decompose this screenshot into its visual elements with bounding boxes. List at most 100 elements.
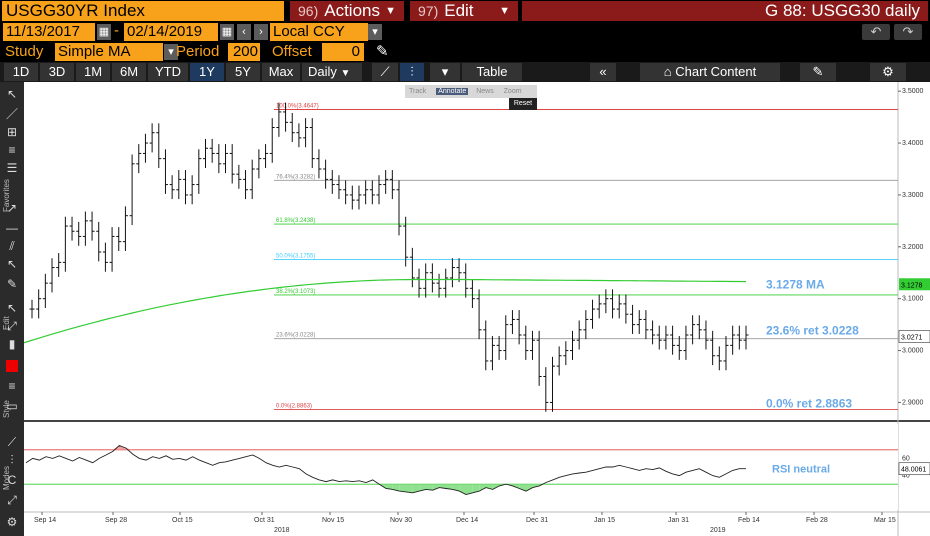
rsi-panel-bg xyxy=(24,424,898,510)
channel-icon[interactable]: ⫽ xyxy=(9,239,15,253)
rsi-oversold-fill xyxy=(466,484,473,495)
fib-label: 76.4%(3.3282) xyxy=(276,174,315,180)
track-tool[interactable]: Track xyxy=(409,88,427,95)
x-tick-label: Feb 28 xyxy=(806,517,828,524)
arrow-tool-icon[interactable]: ↗ xyxy=(6,201,18,215)
mode-icon[interactable]: ⟋ xyxy=(7,435,17,449)
rsi-oversold-fill xyxy=(526,484,533,492)
color-swatch-icon[interactable] xyxy=(4,358,20,374)
rsi-tick-label: 40 xyxy=(902,473,910,480)
ruler-icon[interactable]: ⊞ xyxy=(6,125,18,139)
y-tick-label: 3.2000 xyxy=(902,244,924,251)
fib-label: 61.8%(3.2438) xyxy=(276,218,315,224)
horizontal-line-icon[interactable]: — xyxy=(6,221,18,235)
rsi-oversold-fill xyxy=(472,484,480,493)
move-icon[interactable]: ⤢ xyxy=(7,319,17,333)
date-dash: - xyxy=(114,22,119,39)
edit-chart-icon[interactable]: ✎ xyxy=(800,63,836,81)
pencil-icon[interactable]: ✎ xyxy=(376,43,389,60)
pencil-icon[interactable]: ✎ xyxy=(6,277,18,291)
rsi-line xyxy=(25,444,746,495)
chart-content-button[interactable]: ⌂ Chart Content xyxy=(640,63,780,81)
pointer-icon[interactable]: ↖ xyxy=(6,257,18,271)
caret-down-icon: ▼ xyxy=(385,5,396,17)
rsi-oversold-fill xyxy=(459,484,466,495)
annotate-tool[interactable]: Annotate xyxy=(436,88,469,95)
offset-label: Offset xyxy=(272,43,312,60)
toolbar-tabs: 1D 3D 1M 6M YTD 1Y 5Y Max Daily ▼ ⟋ ⫶ ▾ … xyxy=(0,62,930,82)
trash-icon[interactable]: ▮ xyxy=(8,337,16,351)
candle-mode-icon[interactable]: ⫶ xyxy=(10,453,14,467)
previous-arrow-icon[interactable]: ‹ xyxy=(237,24,251,40)
security-title: G 88: USGG30 daily xyxy=(522,1,928,21)
currency-select[interactable]: Local CCY xyxy=(270,23,368,41)
next-arrow-icon[interactable]: › xyxy=(254,24,268,40)
tab-range-ytd[interactable]: YTD xyxy=(148,63,188,81)
actions-menu-button[interactable]: 96) Actions ▼ xyxy=(290,1,404,21)
calendar-icon[interactable]: ▦ xyxy=(97,24,111,40)
ret236-annotation: 23.6% ret 3.0228 xyxy=(766,324,859,338)
offset-input[interactable]: 0 xyxy=(322,43,364,61)
ticker-field[interactable]: USGG30YR Index xyxy=(2,1,284,21)
line-style-icon[interactable]: ≡ xyxy=(8,379,16,393)
fibonacci-icon[interactable]: ≡ xyxy=(8,143,16,157)
tab-range-6m[interactable]: 6M xyxy=(112,63,146,81)
y-tick-label: 2.9000 xyxy=(902,399,924,406)
fib-levels-icon[interactable]: ☰ xyxy=(6,161,18,175)
tab-range-max[interactable]: Max xyxy=(262,63,300,81)
tab-range-3d[interactable]: 3D xyxy=(40,63,74,81)
line-chart-icon[interactable]: ⟋ xyxy=(372,63,398,81)
x-year-label: 2019 xyxy=(710,527,726,534)
end-date-input[interactable]: 02/14/2019 xyxy=(124,23,218,41)
tab-range-1y[interactable]: 1Y xyxy=(190,63,224,81)
tab-range-5y[interactable]: 5Y xyxy=(226,63,260,81)
fib-label: 23.6%(3.0228) xyxy=(276,333,315,339)
zoom-tool[interactable]: Zoom xyxy=(503,88,522,95)
tab-range-1m[interactable]: 1M xyxy=(76,63,110,81)
rsi-oversold-fill xyxy=(426,484,433,491)
undo-icon[interactable]: ↶ xyxy=(862,24,890,40)
price-chart[interactable]: 100.0%(3.4647) 76.4%(3.3282) 61.8%(3.2438)… xyxy=(23,82,930,536)
chevron-down-icon[interactable]: ▾ xyxy=(430,63,460,81)
rsi-oversold-fill xyxy=(406,484,413,493)
fib-label: 38.2%(3.1073) xyxy=(276,289,315,295)
rsi-oversold-fill xyxy=(486,484,493,490)
news-tool[interactable]: News xyxy=(476,88,494,95)
gear-icon[interactable]: ⚙ xyxy=(870,63,906,81)
x-tick-label: Sep 28 xyxy=(105,517,127,524)
study-select[interactable]: Simple MA xyxy=(55,43,163,61)
line-tool-icon[interactable]: ／ xyxy=(5,107,18,121)
rsi-oversold-fill xyxy=(386,484,393,490)
reset-button[interactable]: Reset xyxy=(509,98,537,110)
price-panel-bg xyxy=(24,82,898,420)
expand-icon[interactable]: ⤢ xyxy=(7,493,17,507)
table-button[interactable]: Table xyxy=(462,63,522,81)
frequency-select[interactable]: Daily ▼ xyxy=(302,63,362,81)
cursor-icon[interactable]: ↖ xyxy=(6,87,18,101)
chart-tools-bar: Track Annotate News Zoom xyxy=(405,85,537,98)
gear-icon[interactable]: ⚙ xyxy=(6,515,18,529)
last-price-tag xyxy=(898,330,930,343)
study-label: Study xyxy=(5,43,44,60)
line-width-icon[interactable]: ▭ xyxy=(6,399,18,413)
calendar-icon[interactable]: ▦ xyxy=(220,24,234,40)
edit-label: Edit xyxy=(444,1,474,20)
period-input[interactable]: 200 xyxy=(228,43,260,61)
chart-area[interactable]: 100.0%(3.4647) 76.4%(3.3282) 61.8%(3.2438)… xyxy=(23,82,930,536)
chevron-down-icon[interactable]: ▾ xyxy=(368,24,382,40)
start-date-input[interactable]: 11/13/2017 xyxy=(3,23,95,41)
c-mode-icon[interactable]: C xyxy=(7,473,17,487)
x-tick-label: Oct 15 xyxy=(172,517,193,524)
bar-chart-icon[interactable]: ⫶ xyxy=(400,63,424,81)
rsi-oversold-fill xyxy=(479,484,486,492)
frequency-label: Daily xyxy=(308,64,337,79)
select-icon[interactable]: ↖ xyxy=(6,301,18,315)
tab-range-1d[interactable]: 1D xyxy=(4,63,38,81)
redo-icon[interactable]: ↷ xyxy=(894,24,922,40)
collapse-icon[interactable]: « xyxy=(590,63,616,81)
caret-down-icon: ▼ xyxy=(499,5,510,17)
chevron-down-icon[interactable]: ▾ xyxy=(164,44,178,60)
rsi-oversold-fill xyxy=(412,484,420,493)
rsi-oversold-fill xyxy=(446,484,453,490)
edit-menu-button[interactable]: 97) Edit ▼ xyxy=(410,1,518,21)
